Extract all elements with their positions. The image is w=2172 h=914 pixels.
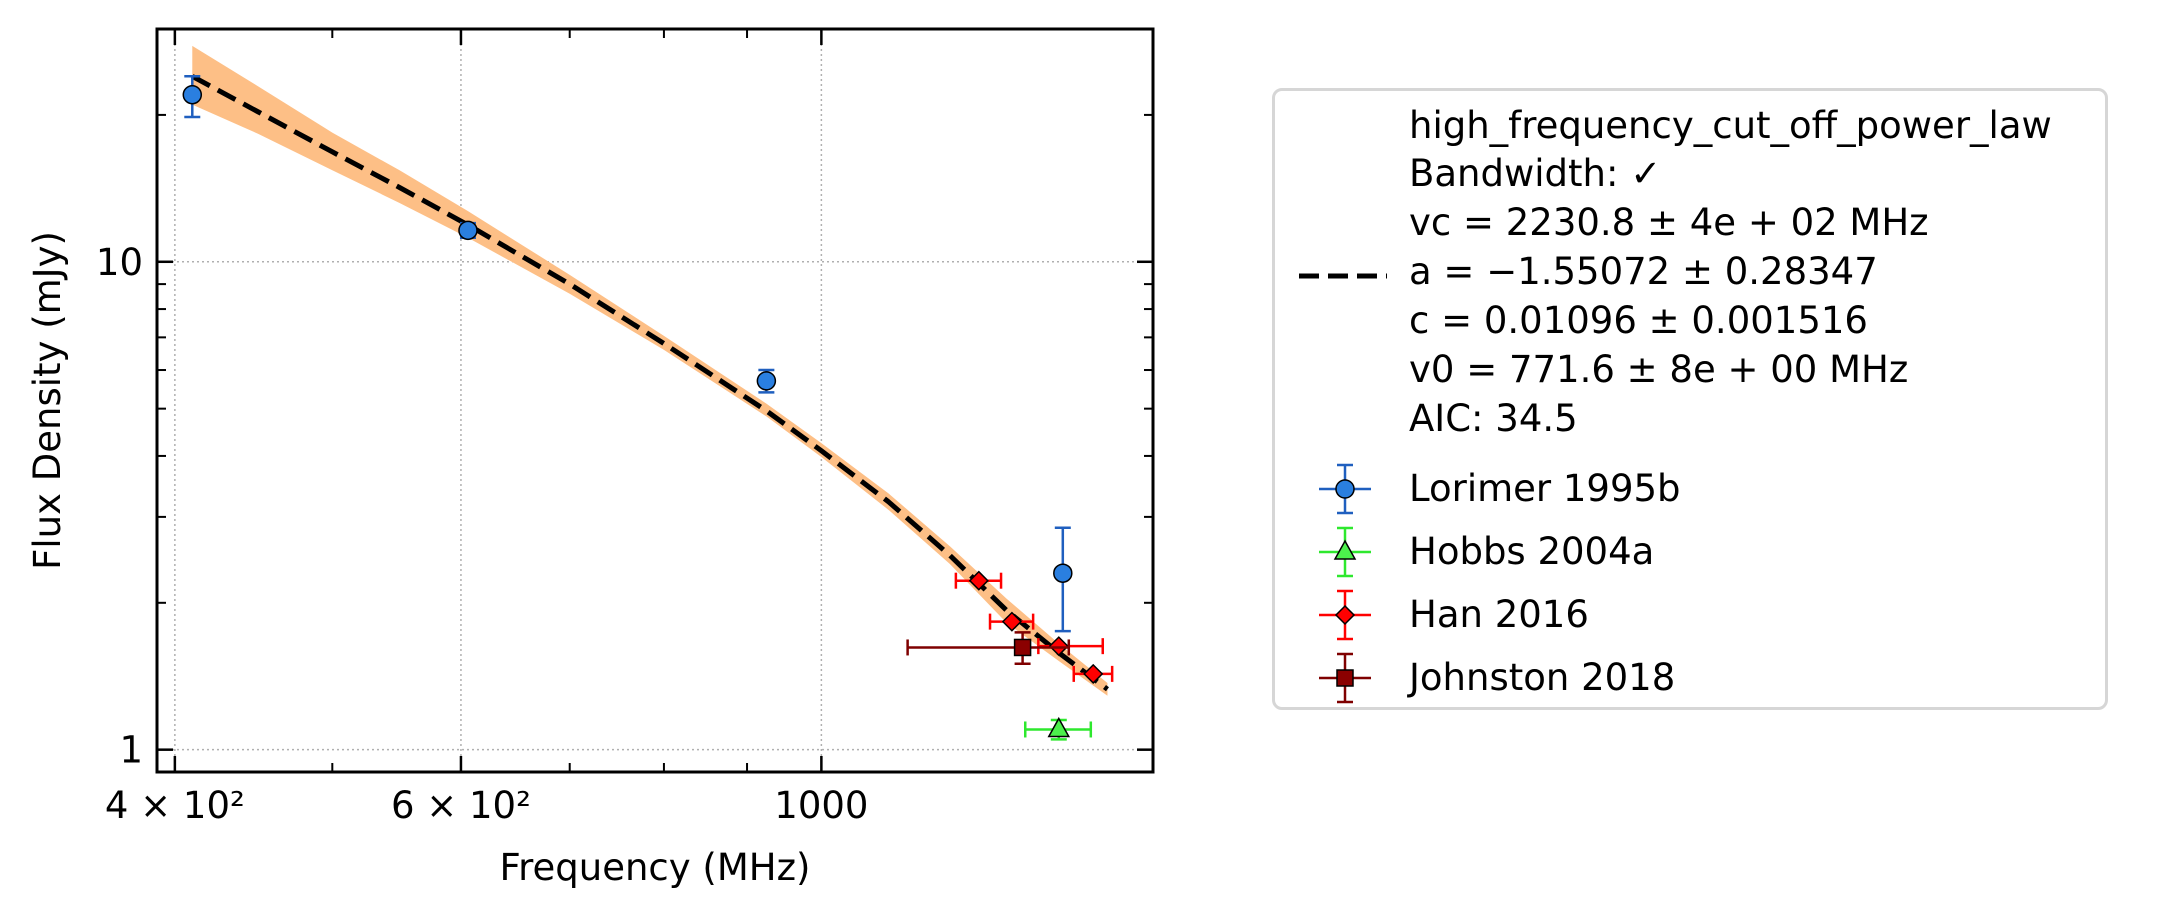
data-point	[756, 371, 777, 391]
fit-uncertainty-band	[192, 45, 1108, 696]
legend-fit-info-5: v0 = 771.6 ± 8e + 00 MHz	[1409, 348, 1909, 391]
legend-fit-info-2: vc = 2230.8 ± 4e + 02 MHz	[1409, 201, 1929, 244]
x-tick-label: 6 × 10²	[391, 784, 531, 827]
y-tick-label: 10	[96, 241, 143, 284]
x-tick-label: 1000	[774, 784, 868, 827]
legend-marker-han	[1319, 589, 1371, 641]
data-point	[1047, 716, 1071, 738]
fit-line	[191, 74, 1109, 692]
data-point	[1053, 563, 1073, 583]
data-point	[1001, 611, 1022, 632]
series-han-2016	[954, 570, 1114, 684]
x-tick-label: 4 × 10²	[105, 784, 245, 827]
data-point	[1083, 663, 1104, 684]
legend-fit-info-4: c = 0.01096 ± 0.001516	[1409, 299, 1868, 342]
grid	[157, 29, 1153, 772]
chart-figure: 4 × 10² 6 × 10² 1000 1 10 Frequency (MHz) Fl…	[26, 27, 1155, 889]
legend-fit-info-1: Bandwidth: ✓	[1409, 152, 1662, 195]
y-axis-label: Flux Density (mJy)	[26, 231, 69, 570]
series-hobbs-2004a	[1023, 716, 1093, 741]
legend-label-lorimer: Lorimer 1995b	[1409, 467, 1681, 510]
fit-band-area	[192, 45, 1108, 696]
legend-fit-info-6: AIC: 34.5	[1409, 397, 1578, 440]
legend-fit-line-symbol	[1299, 273, 1387, 279]
legend-marker-johnston	[1319, 652, 1371, 704]
series-lorimer-1995b	[182, 75, 1073, 633]
tick-labels: 4 × 10² 6 × 10² 1000 1 10	[96, 241, 869, 827]
data-point	[458, 220, 478, 241]
plot-frame	[155, 27, 1155, 774]
legend: high_frequency_cut_off_power_law Bandwid…	[1272, 88, 2108, 710]
legend-fit-info-3: a = −1.55072 ± 0.28347	[1409, 250, 1878, 293]
data-point	[1013, 638, 1032, 657]
legend-label-han: Han 2016	[1409, 593, 1589, 636]
legend-marker-hobbs	[1319, 526, 1371, 578]
x-axis-label: Frequency (MHz)	[500, 846, 811, 889]
axis-ticks	[157, 29, 1153, 772]
legend-marker-lorimer	[1319, 463, 1371, 515]
legend-label-johnston: Johnston 2018	[1409, 656, 1676, 699]
data-point	[1048, 636, 1069, 657]
data-point	[182, 84, 203, 105]
y-tick-label: 1	[119, 729, 143, 772]
data-points	[182, 75, 1114, 741]
legend-label-hobbs: Hobbs 2004a	[1409, 530, 1655, 573]
series-johnston-2018	[906, 631, 1071, 666]
legend-fit-info-0: high_frequency_cut_off_power_law	[1409, 104, 2052, 147]
fit-curve	[191, 74, 1109, 692]
data-point	[968, 570, 989, 591]
